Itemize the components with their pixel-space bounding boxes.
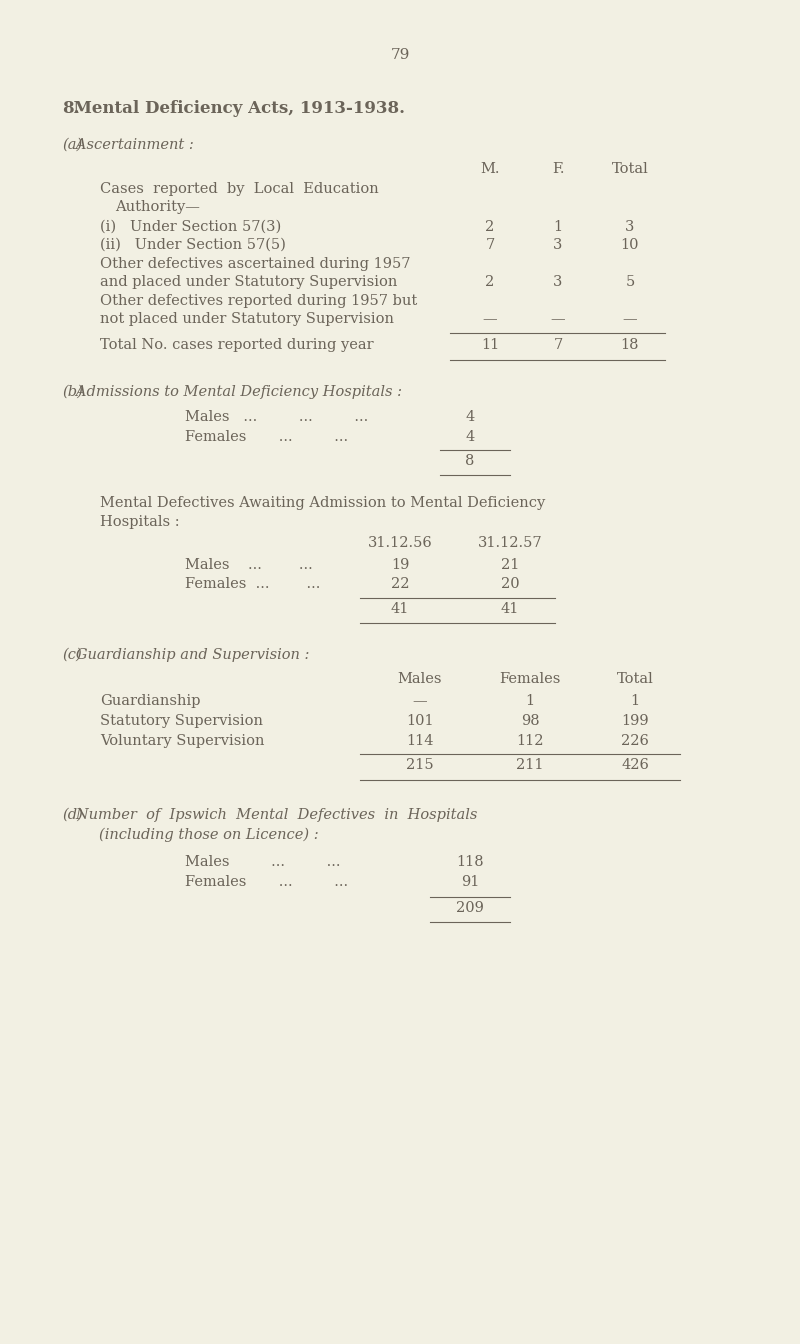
Text: Total: Total xyxy=(617,672,654,685)
Text: 8: 8 xyxy=(466,454,474,468)
Text: Guardianship: Guardianship xyxy=(100,694,201,708)
Text: 4: 4 xyxy=(466,410,474,423)
Text: 22: 22 xyxy=(390,577,410,591)
Text: —: — xyxy=(482,312,498,327)
Text: 2: 2 xyxy=(486,220,494,234)
Text: Number  of  Ipswich  Mental  Defectives  in  Hospitals: Number of Ipswich Mental Defectives in H… xyxy=(62,808,478,823)
Text: 98: 98 xyxy=(521,714,539,728)
Text: 3: 3 xyxy=(554,238,562,253)
Text: 101: 101 xyxy=(406,714,434,728)
Text: 2: 2 xyxy=(486,276,494,289)
Text: 21: 21 xyxy=(501,558,519,573)
Text: Admissions to Mental Deficiency Hospitals :: Admissions to Mental Deficiency Hospital… xyxy=(62,384,402,399)
Text: (i)   Under Section 57(3): (i) Under Section 57(3) xyxy=(100,220,282,234)
Text: 211: 211 xyxy=(516,758,544,771)
Text: 209: 209 xyxy=(456,900,484,915)
Text: —: — xyxy=(622,312,638,327)
Text: 31.12.56: 31.12.56 xyxy=(368,536,432,550)
Text: Other defectives reported during 1957 but: Other defectives reported during 1957 bu… xyxy=(100,294,418,308)
Text: —: — xyxy=(550,312,566,327)
Text: 41: 41 xyxy=(501,602,519,616)
Text: 20: 20 xyxy=(501,577,519,591)
Text: Females       ...         ...: Females ... ... xyxy=(185,430,348,444)
Text: 118: 118 xyxy=(456,855,484,870)
Text: 18: 18 xyxy=(621,337,639,352)
Text: F.: F. xyxy=(552,163,564,176)
Text: Hospitals :: Hospitals : xyxy=(100,515,180,530)
Text: 1: 1 xyxy=(630,694,639,708)
Text: 31.12.57: 31.12.57 xyxy=(478,536,542,550)
Text: Mental Defectives Awaiting Admission to Mental Deficiency: Mental Defectives Awaiting Admission to … xyxy=(100,496,546,509)
Text: 10: 10 xyxy=(621,238,639,253)
Text: 5: 5 xyxy=(626,276,634,289)
Text: 7: 7 xyxy=(486,238,494,253)
Text: Males: Males xyxy=(398,672,442,685)
Text: Females: Females xyxy=(499,672,561,685)
Text: Statutory Supervision: Statutory Supervision xyxy=(100,714,263,728)
Text: 19: 19 xyxy=(391,558,409,573)
Text: 199: 199 xyxy=(621,714,649,728)
Text: 215: 215 xyxy=(406,758,434,771)
Text: 41: 41 xyxy=(391,602,409,616)
Text: 11: 11 xyxy=(481,337,499,352)
Text: Females  ...        ...: Females ... ... xyxy=(185,577,320,591)
Text: not placed under Statutory Supervision: not placed under Statutory Supervision xyxy=(100,312,394,327)
Text: Authority—: Authority— xyxy=(115,200,200,214)
Text: (d): (d) xyxy=(62,808,83,823)
Text: and placed under Statutory Supervision: and placed under Statutory Supervision xyxy=(100,276,398,289)
Text: 79: 79 xyxy=(390,48,410,62)
Text: (a): (a) xyxy=(62,138,82,152)
Text: (b): (b) xyxy=(62,384,83,399)
Text: —: — xyxy=(413,694,427,708)
Text: 226: 226 xyxy=(621,734,649,749)
Text: Males    ...        ...: Males ... ... xyxy=(185,558,313,573)
Text: Mental Deficiency Acts, 1913-1938.: Mental Deficiency Acts, 1913-1938. xyxy=(62,99,405,117)
Text: Ascertainment :: Ascertainment : xyxy=(62,138,194,152)
Text: Total No. cases reported during year: Total No. cases reported during year xyxy=(100,337,374,352)
Text: 1: 1 xyxy=(526,694,534,708)
Text: 4: 4 xyxy=(466,430,474,444)
Text: 91: 91 xyxy=(461,875,479,888)
Text: (c): (c) xyxy=(62,648,82,663)
Text: Voluntary Supervision: Voluntary Supervision xyxy=(100,734,265,749)
Text: Females       ...         ...: Females ... ... xyxy=(185,875,348,888)
Text: 112: 112 xyxy=(516,734,544,749)
Text: 426: 426 xyxy=(621,758,649,771)
Text: Guardianship and Supervision :: Guardianship and Supervision : xyxy=(62,648,310,663)
Text: (including those on Licence) :: (including those on Licence) : xyxy=(62,828,318,843)
Text: 3: 3 xyxy=(554,276,562,289)
Text: Males         ...         ...: Males ... ... xyxy=(185,855,341,870)
Text: Males   ...         ...         ...: Males ... ... ... xyxy=(185,410,368,423)
Text: Other defectives ascertained during 1957: Other defectives ascertained during 1957 xyxy=(100,257,410,271)
Text: Cases  reported  by  Local  Education: Cases reported by Local Education xyxy=(100,181,378,196)
Text: 114: 114 xyxy=(406,734,434,749)
Text: 7: 7 xyxy=(554,337,562,352)
Text: 1: 1 xyxy=(554,220,562,234)
Text: Total: Total xyxy=(612,163,648,176)
Text: 3: 3 xyxy=(626,220,634,234)
Text: 8.: 8. xyxy=(62,99,79,117)
Text: (ii)   Under Section 57(5): (ii) Under Section 57(5) xyxy=(100,238,286,253)
Text: M.: M. xyxy=(480,163,500,176)
